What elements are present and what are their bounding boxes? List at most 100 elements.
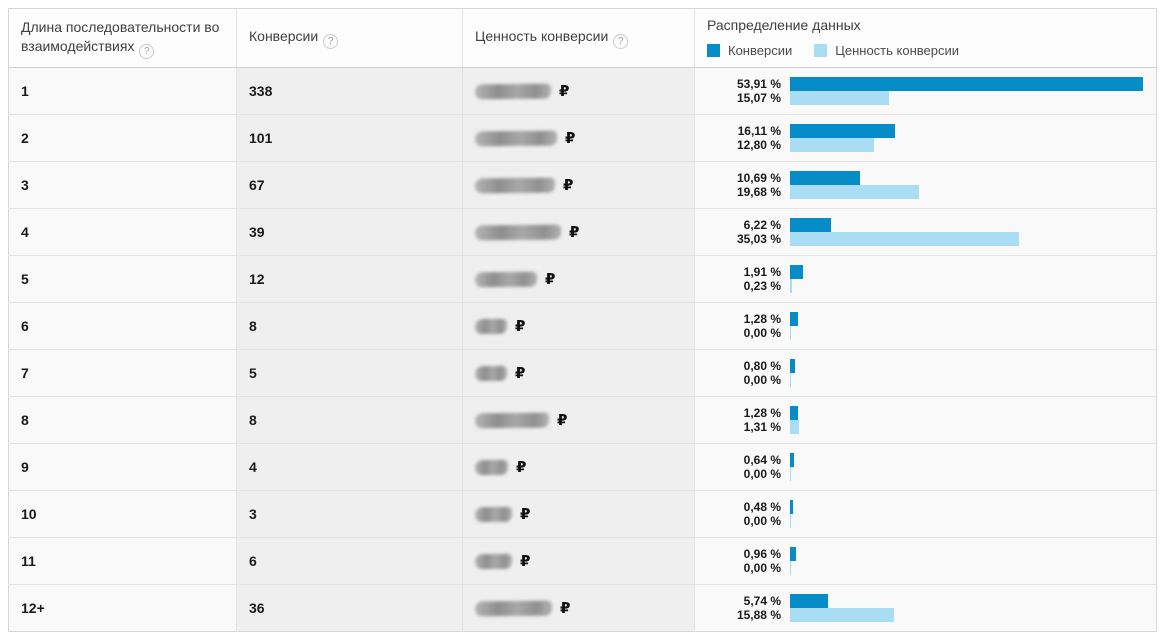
table-row: 3 67 ₽ 10,69 % 19,68 %: [8, 161, 1157, 209]
redacted-value-smudge: [474, 318, 508, 334]
value-percent-label: 0,00 %: [743, 373, 781, 387]
conversions-value: 12: [249, 271, 265, 287]
conversion-value-cell: ₽: [462, 302, 695, 350]
conversion-value-cell: ₽: [462, 208, 695, 256]
redacted-value-smudge: [474, 271, 538, 287]
legend-item-conversions: Конверсии: [707, 41, 792, 60]
distribution-cell: 1,91 % 0,23 %: [694, 255, 1157, 303]
conversion-value-cell: ₽: [462, 67, 695, 115]
value-percent-label: 0,00 %: [743, 514, 781, 528]
legend-swatch-conversion-value-icon: [814, 44, 828, 57]
table-body: 1 338 ₽ 53,91 % 15,07 % 2 101: [8, 67, 1157, 632]
path-length-value: 10: [21, 506, 37, 522]
value-percent-label: 0,00 %: [743, 467, 781, 481]
bars-group: [790, 171, 1156, 199]
bars-group: [790, 500, 1156, 528]
help-icon[interactable]: ?: [139, 43, 155, 59]
path-length-value: 4: [21, 224, 29, 240]
distribution-legend: Конверсии Ценность конверсии: [707, 41, 1146, 60]
value-bar: [790, 514, 791, 528]
path-length-cell: 5: [8, 255, 237, 303]
conversion-value-cell: ₽: [462, 255, 695, 303]
table-row: 6 8 ₽ 1,28 % 0,00 %: [8, 302, 1157, 350]
conversion-value-cell: ₽: [462, 490, 695, 538]
conversions-value: 8: [249, 318, 257, 334]
attribution-path-length-table: Длина последовательности во взаимодейств…: [8, 8, 1157, 632]
percent-labels: 0,64 % 0,00 %: [695, 453, 781, 481]
conversions-value: 4: [249, 459, 257, 475]
currency-symbol: ₽: [545, 271, 556, 289]
conversions-value: 67: [249, 177, 265, 193]
currency-symbol: ₽: [515, 318, 526, 336]
currency-symbol: ₽: [569, 224, 580, 242]
help-icon[interactable]: ?: [323, 34, 339, 49]
report-table: Длина последовательности во взаимодейств…: [8, 8, 1157, 632]
path-length-cell: 7: [8, 349, 237, 397]
value-bar: [790, 561, 791, 575]
conversions-cell: 4: [236, 443, 463, 491]
legend-label-conversion-value: Ценность конверсии: [835, 43, 959, 58]
redacted-value-smudge: [474, 506, 513, 522]
distribution-group: 0,64 % 0,00 %: [695, 444, 1156, 490]
column-header-conversions: Конверсии?: [236, 8, 463, 68]
redacted-value-smudge: [474, 83, 552, 100]
percent-labels: 0,96 % 0,00 %: [695, 547, 781, 575]
distribution-cell: 16,11 % 12,80 %: [694, 114, 1157, 162]
conversions-cell: 5: [236, 349, 463, 397]
conversions-percent-label: 53,91 %: [736, 77, 781, 91]
conversions-cell: 101: [236, 114, 463, 162]
conversions-cell: 39: [236, 208, 463, 256]
distribution-title: Распределение данных: [707, 17, 861, 33]
conversions-bar: [790, 218, 831, 232]
conversions-percent-label: 0,48 %: [743, 500, 781, 514]
distribution-group: 5,74 % 15,88 %: [695, 585, 1156, 631]
conversions-value: 36: [249, 600, 265, 616]
currency-symbol: ₽: [559, 83, 570, 101]
conversions-percent-label: 0,96 %: [743, 547, 781, 561]
distribution-cell: 0,48 % 0,00 %: [694, 490, 1157, 538]
help-icon[interactable]: ?: [613, 34, 629, 49]
conversion-value-cell: ₽: [462, 161, 695, 209]
path-length-value: 8: [21, 412, 29, 428]
path-length-value: 11: [21, 553, 36, 569]
conversions-bar: [790, 453, 794, 467]
currency-symbol: ₽: [520, 506, 531, 524]
conversions-percent-label: 6,22 %: [743, 218, 781, 232]
conversions-bar: [790, 77, 1143, 91]
bars-group: [790, 124, 1156, 152]
path-length-cell: 6: [8, 302, 237, 350]
redacted-value-smudge: [474, 600, 553, 617]
conversion-value-cell: ₽: [462, 349, 695, 397]
value-bar: [790, 608, 894, 622]
distribution-cell: 1,28 % 1,31 %: [694, 396, 1157, 444]
distribution-group: 6,22 % 35,03 %: [695, 209, 1156, 255]
percent-labels: 6,22 % 35,03 %: [695, 218, 781, 246]
currency-symbol: ₽: [560, 600, 571, 618]
column-header-path-length: Длина последовательности во взаимодейств…: [8, 8, 237, 68]
path-length-value: 9: [21, 459, 29, 475]
path-length-cell: 4: [8, 208, 237, 256]
distribution-group: 1,28 % 1,31 %: [695, 397, 1156, 443]
redacted-value-smudge: [474, 365, 508, 381]
conversions-value: 39: [249, 224, 265, 240]
value-percent-label: 35,03 %: [736, 232, 781, 246]
column-header-path-length-label: Длина последовательности во взаимодейств…: [21, 18, 220, 54]
conversions-cell: 8: [236, 302, 463, 350]
table-row: 8 8 ₽ 1,28 % 1,31 %: [8, 396, 1157, 444]
conversions-cell: 12: [236, 255, 463, 303]
distribution-group: 53,91 % 15,07 %: [695, 68, 1156, 114]
distribution-group: 0,96 % 0,00 %: [695, 538, 1156, 584]
value-bar: [790, 232, 1019, 246]
value-percent-label: 12,80 %: [736, 138, 781, 152]
bars-group: [790, 312, 1156, 340]
value-bar: [790, 138, 874, 152]
distribution-group: 10,69 % 19,68 %: [695, 162, 1156, 208]
distribution-cell: 1,28 % 0,00 %: [694, 302, 1157, 350]
conversions-bar: [790, 171, 860, 185]
distribution-group: 0,48 % 0,00 %: [695, 491, 1156, 537]
conversions-bar: [790, 359, 795, 373]
conversions-bar: [790, 124, 895, 138]
conversions-cell: 67: [236, 161, 463, 209]
percent-labels: 53,91 % 15,07 %: [695, 77, 781, 105]
conversions-value: 3: [249, 506, 257, 522]
